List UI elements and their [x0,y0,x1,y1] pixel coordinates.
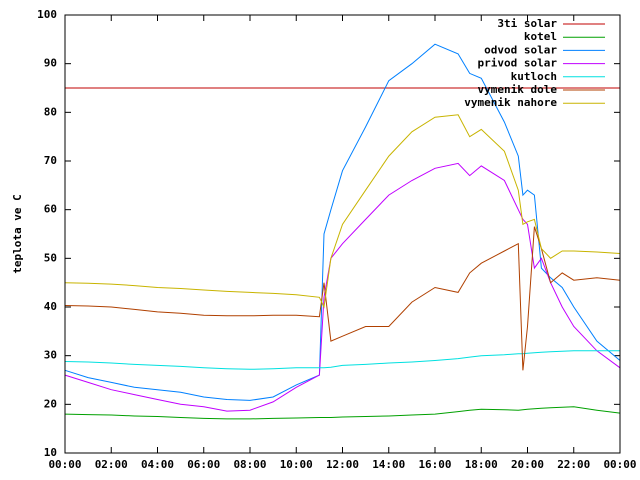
legend-label: 3ti solar [497,17,557,30]
series-line [64,43,621,401]
x-tick-label: 08:00 [233,458,266,471]
x-tick-label: 02:00 [95,458,128,471]
x-tick-label: 14:00 [372,458,405,471]
series-line [64,114,621,309]
y-tick-label: 90 [44,57,57,70]
y-tick-label: 70 [44,154,57,167]
x-tick-label: 20:00 [511,458,544,471]
y-tick-label: 30 [44,349,57,362]
y-tick-label: 20 [44,397,57,410]
x-tick-label: 04:00 [141,458,174,471]
legend-label: kotel [524,30,557,43]
legend-label: vymenik nahore [464,96,557,109]
series-line [64,350,620,370]
series-line [64,226,621,371]
x-tick-label: 10:00 [280,458,313,471]
x-tick-label: 00:00 [603,458,636,471]
y-tick-label: 40 [44,300,57,313]
plot-border [64,14,621,454]
series-line [64,406,621,420]
x-tick-label: 16:00 [418,458,451,471]
x-tick-label: 22:00 [557,458,590,471]
y-tick-label: 100 [37,8,57,21]
legend-label: vymenik dole [478,83,558,96]
x-tick-label: 00:00 [48,458,81,471]
series-line [64,162,621,412]
legend-label: kutloch [511,70,557,83]
y-tick-label: 60 [44,203,57,216]
legend-label: odvod solar [484,43,557,56]
x-tick-label: 06:00 [187,458,220,471]
y-tick-label: 10 [44,446,57,459]
x-tick-label: 12:00 [326,458,359,471]
legend-label: privod solar [478,57,558,70]
y-tick-label: 80 [44,105,57,118]
y-tick-label: 50 [44,251,57,264]
y-axis-label: teplota ve C [11,194,24,273]
x-tick-label: 18:00 [465,458,498,471]
